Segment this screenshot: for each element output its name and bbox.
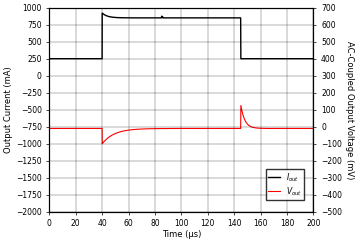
X-axis label: Time (μs): Time (μs) (162, 230, 201, 239)
Y-axis label: AC-Coupled Output Voltage (mV): AC-Coupled Output Voltage (mV) (345, 41, 354, 179)
Y-axis label: Output Current (mA): Output Current (mA) (4, 66, 13, 153)
Legend: $I_{out}$, $V_{out}$: $I_{out}$, $V_{out}$ (266, 169, 304, 200)
